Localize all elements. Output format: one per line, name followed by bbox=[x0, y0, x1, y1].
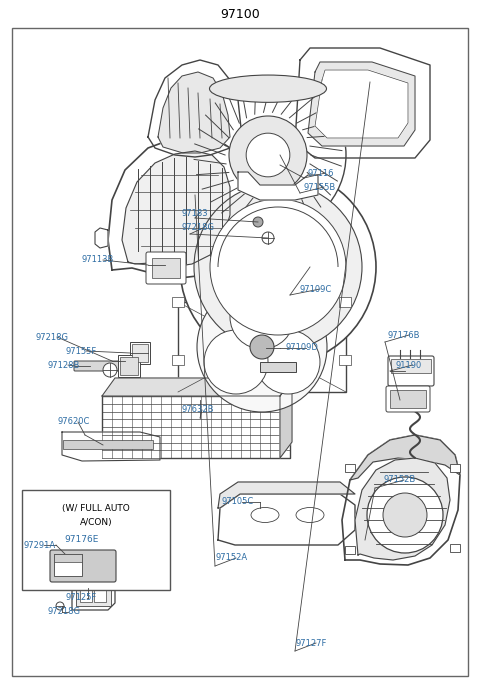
Bar bbox=[152, 258, 180, 278]
Polygon shape bbox=[295, 48, 430, 158]
Text: 97109C: 97109C bbox=[299, 285, 331, 294]
Bar bbox=[94, 576, 106, 602]
Bar bbox=[63, 440, 153, 449]
Bar bbox=[339, 355, 351, 365]
Polygon shape bbox=[72, 568, 115, 610]
Text: 97109D: 97109D bbox=[285, 344, 318, 353]
FancyBboxPatch shape bbox=[74, 361, 131, 371]
Text: 97632B: 97632B bbox=[181, 406, 214, 415]
Bar bbox=[132, 344, 148, 362]
Polygon shape bbox=[122, 151, 230, 267]
Bar bbox=[22, 490, 170, 590]
FancyBboxPatch shape bbox=[388, 356, 434, 386]
Bar bbox=[172, 297, 184, 307]
Bar bbox=[178, 302, 346, 392]
Text: 97116: 97116 bbox=[308, 169, 335, 178]
Text: 97125F: 97125F bbox=[66, 593, 97, 602]
Bar bbox=[450, 544, 460, 552]
Text: 97127F: 97127F bbox=[295, 639, 326, 648]
Polygon shape bbox=[308, 62, 415, 146]
Polygon shape bbox=[355, 458, 450, 560]
Polygon shape bbox=[218, 482, 355, 508]
Circle shape bbox=[250, 335, 274, 359]
Bar bbox=[450, 464, 460, 472]
Polygon shape bbox=[238, 172, 318, 200]
Text: A/CON): A/CON) bbox=[80, 517, 112, 526]
Polygon shape bbox=[158, 72, 230, 153]
Bar bbox=[130, 342, 150, 364]
FancyBboxPatch shape bbox=[386, 386, 430, 412]
Text: 97291A: 97291A bbox=[23, 540, 55, 550]
Text: 97176B: 97176B bbox=[388, 331, 420, 340]
FancyBboxPatch shape bbox=[50, 550, 116, 582]
Circle shape bbox=[210, 199, 346, 335]
Polygon shape bbox=[62, 432, 160, 461]
Circle shape bbox=[103, 363, 117, 377]
Bar bbox=[172, 355, 184, 365]
Ellipse shape bbox=[251, 508, 279, 522]
Bar bbox=[345, 546, 355, 554]
Text: 97155F: 97155F bbox=[65, 347, 96, 356]
Polygon shape bbox=[148, 60, 242, 157]
Circle shape bbox=[256, 330, 320, 394]
FancyBboxPatch shape bbox=[146, 252, 186, 284]
Text: 97105C: 97105C bbox=[221, 497, 253, 506]
Circle shape bbox=[383, 493, 427, 537]
Circle shape bbox=[194, 183, 362, 351]
Bar bbox=[102, 396, 290, 458]
Text: 97183: 97183 bbox=[182, 209, 209, 218]
Ellipse shape bbox=[296, 508, 324, 522]
Polygon shape bbox=[95, 228, 108, 248]
Text: 97218G: 97218G bbox=[182, 223, 215, 232]
Text: 97152A: 97152A bbox=[215, 553, 247, 562]
Circle shape bbox=[246, 133, 290, 177]
Text: (W/ FULL AUTO: (W/ FULL AUTO bbox=[62, 504, 130, 513]
Text: 97620C: 97620C bbox=[57, 418, 89, 426]
Text: 97218G: 97218G bbox=[47, 608, 80, 617]
Polygon shape bbox=[108, 135, 248, 278]
Bar bbox=[80, 576, 92, 602]
Circle shape bbox=[60, 549, 70, 559]
Circle shape bbox=[230, 285, 294, 349]
Bar bbox=[260, 362, 296, 372]
Bar bbox=[391, 359, 431, 373]
Circle shape bbox=[253, 217, 263, 227]
Circle shape bbox=[197, 282, 327, 412]
Polygon shape bbox=[218, 494, 355, 545]
Text: 97128B: 97128B bbox=[47, 360, 79, 369]
Polygon shape bbox=[280, 378, 292, 458]
Polygon shape bbox=[315, 70, 408, 138]
Text: 97155B: 97155B bbox=[303, 183, 335, 192]
Bar bbox=[76, 572, 111, 606]
Polygon shape bbox=[342, 435, 460, 565]
Circle shape bbox=[367, 477, 443, 553]
Text: 97152B: 97152B bbox=[383, 475, 415, 484]
Text: 97176E: 97176E bbox=[65, 535, 99, 544]
Bar bbox=[54, 554, 82, 562]
Text: 91190: 91190 bbox=[395, 360, 421, 369]
Bar bbox=[120, 357, 138, 375]
Bar bbox=[390, 390, 426, 408]
Text: 97113B: 97113B bbox=[82, 256, 114, 265]
Polygon shape bbox=[350, 435, 460, 480]
Text: 97218G: 97218G bbox=[36, 333, 69, 342]
Circle shape bbox=[190, 77, 346, 233]
Bar bbox=[339, 297, 351, 307]
Polygon shape bbox=[102, 378, 292, 396]
Circle shape bbox=[56, 602, 64, 610]
Text: 97100: 97100 bbox=[220, 8, 260, 21]
Circle shape bbox=[180, 169, 376, 365]
Bar bbox=[345, 464, 355, 472]
Circle shape bbox=[229, 116, 307, 194]
Circle shape bbox=[204, 330, 268, 394]
Ellipse shape bbox=[209, 75, 326, 103]
Bar bbox=[54, 554, 82, 576]
Circle shape bbox=[262, 232, 274, 244]
Bar bbox=[118, 355, 140, 377]
